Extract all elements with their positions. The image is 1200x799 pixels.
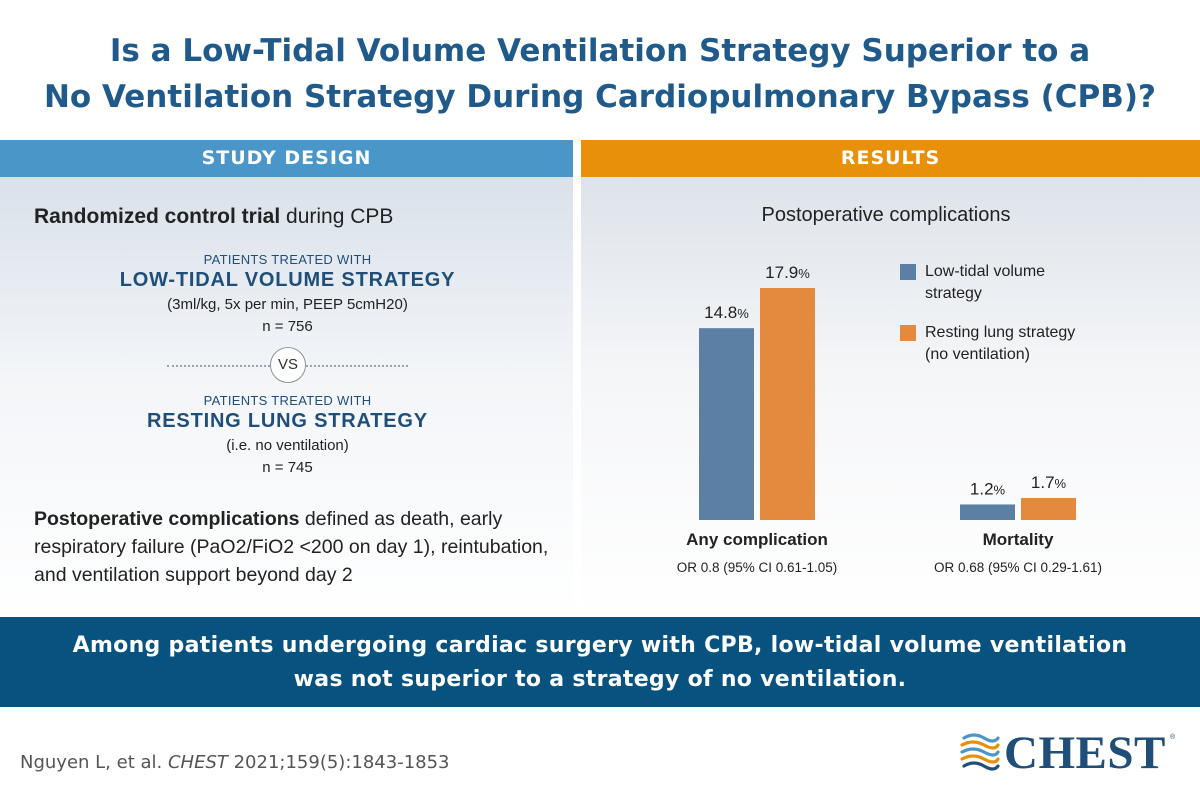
data-label-any-complication-low-tidal: 14.8%	[704, 303, 749, 322]
panel-divider	[573, 140, 581, 617]
legend-swatch-resting	[900, 325, 916, 341]
results-panel	[581, 177, 1200, 617]
arm2-name: RESTING LUNG STRATEGY	[147, 410, 428, 432]
conclusion-line-1: Among patients undergoing cardiac surger…	[72, 633, 1128, 658]
complications-definition: Postoperative complications defined as d…	[34, 505, 554, 589]
arm2-caption: PATIENTS TREATED WITH	[203, 393, 372, 408]
bar-mortality-low-tidal	[960, 504, 1015, 520]
vs-divider-left	[167, 365, 270, 367]
legend-low-tidal-line-2: strategy	[925, 285, 982, 302]
vs-badge: VS	[270, 347, 306, 383]
legend-label-low-tidal: Low-tidal volume strategy	[925, 261, 1125, 305]
legend-resting-line-1: Resting lung strategy	[925, 324, 1076, 341]
arm2-detail: (i.e. no ventilation)	[226, 437, 349, 454]
conclusion-banner: Among patients undergoing cardiac surger…	[0, 617, 1200, 707]
odds-ratio-any-complication: OR 0.8 (95% CI 0.61-1.05)	[677, 560, 838, 575]
conclusion-line-2: was not superior to a strategy of no ven…	[293, 667, 907, 692]
data-label-any-complication-resting: 17.9%	[765, 263, 810, 282]
citation-ref: 2021;159(5):1843-1853	[227, 752, 450, 773]
data-label-mortality-low-tidal: 1.2%	[970, 479, 1006, 498]
chest-logo-registered: ®	[1170, 734, 1176, 741]
bar-any-complication-resting	[760, 288, 815, 520]
definition-rest: defined as death, early respiratory fail…	[34, 508, 549, 586]
arm1-n: n = 756	[262, 318, 313, 335]
study-design-panel	[0, 177, 573, 617]
arm1-detail: (3ml/kg, 5x per min, PEEP 5cmH20)	[167, 296, 408, 313]
definition-bold: Postoperative complications	[34, 508, 300, 530]
data-label-mortality-resting: 1.7%	[1031, 473, 1067, 492]
legend-swatch-low-tidal	[900, 264, 916, 280]
bar-mortality-resting	[1021, 497, 1076, 520]
citation-authors: Nguyen L, et al.	[20, 752, 168, 773]
legend-label-resting: Resting lung strategy (no ventilation)	[925, 322, 1125, 366]
chest-logo-icon	[960, 733, 1000, 771]
page-title: Is a Low-Tidal Volume Ventilation Strate…	[0, 28, 1200, 120]
chest-logo-text: CHEST	[1004, 727, 1166, 779]
title-line-2: No Ventilation Strategy During Cardiopul…	[43, 79, 1157, 115]
bar-any-complication-low-tidal	[699, 328, 754, 520]
citation-journal: CHEST	[167, 752, 228, 773]
trial-type: Randomized control trial during CPB	[34, 205, 393, 229]
arm2-n: n = 745	[262, 459, 313, 476]
arm1-name: LOW-TIDAL VOLUME STRATEGY	[119, 269, 456, 291]
arm-resting-lung: PATIENTS TREATED WITH RESTING LUNG STRAT…	[60, 393, 515, 476]
category-label-any-complication: Any complication	[686, 530, 828, 549]
results-header: RESULTS	[581, 140, 1200, 177]
title-line-1: Is a Low-Tidal Volume Ventilation Strate…	[109, 33, 1091, 69]
citation: Nguyen L, et al. CHEST 2021;159(5):1843-…	[20, 752, 450, 773]
legend-low-tidal-line-1: Low-tidal volume	[925, 263, 1046, 280]
study-design-header: STUDY DESIGN	[0, 140, 573, 177]
trial-type-bold: Randomized control trial	[34, 205, 281, 228]
arm1-caption: PATIENTS TREATED WITH	[203, 252, 372, 267]
chart-title: Postoperative complications	[761, 204, 1011, 226]
category-label-mortality: Mortality	[983, 530, 1054, 549]
odds-ratio-mortality: OR 0.68 (95% CI 0.29-1.61)	[934, 560, 1102, 575]
vs-divider-right	[306, 365, 408, 367]
trial-type-rest: during CPB	[280, 205, 394, 228]
legend-resting-line-2: (no ventilation)	[925, 346, 1030, 363]
arm-low-tidal: PATIENTS TREATED WITH LOW-TIDAL VOLUME S…	[60, 252, 515, 335]
